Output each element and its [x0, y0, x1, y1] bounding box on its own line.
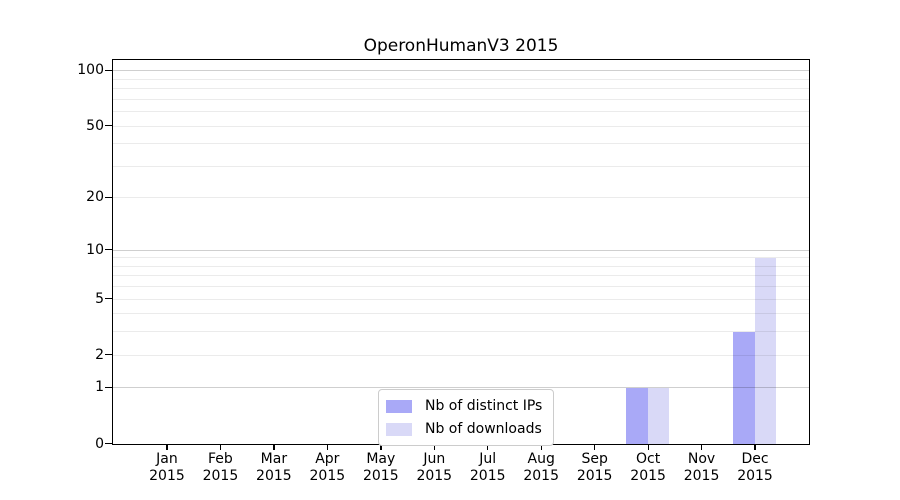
y-tick-10	[105, 248, 112, 251]
x-tick-label-aug: Aug 2015	[523, 451, 559, 484]
y-tick-label-100: 100	[77, 62, 104, 79]
x-tick-label-feb: Feb 2015	[202, 451, 239, 484]
x-tick-feb	[219, 444, 222, 450]
x-tick-jun	[433, 444, 435, 450]
plot-area: Nb of distinct IPs Nb of downloads	[112, 59, 810, 446]
gridline-minor	[113, 98, 809, 100]
y-tick-100	[105, 69, 112, 71]
x-tick-oct	[647, 444, 649, 450]
x-tick-label-apr: Apr 2015	[309, 451, 346, 484]
y-tick-label-1: 1	[95, 379, 104, 396]
gridline-minor	[113, 331, 809, 333]
bar-distinct-ips-oct	[625, 387, 648, 444]
gridline-minor	[113, 257, 809, 259]
legend: Nb of distinct IPs Nb of downloads	[378, 389, 555, 446]
y-tick-label-10: 10	[86, 241, 104, 258]
x-tick-apr	[326, 444, 329, 450]
y-tick-0	[105, 442, 112, 445]
x-tick-label-sep: Sep 2015	[576, 451, 613, 484]
x-tick-label-nov: Nov 2015	[683, 451, 720, 484]
y-tick-5	[105, 298, 112, 300]
gridline-minor	[113, 78, 809, 80]
y-tick-label-20: 20	[86, 189, 104, 206]
x-tick-label-dec: Dec 2015	[737, 451, 773, 484]
gridline-minor	[113, 354, 809, 356]
x-tick-jan	[166, 444, 168, 450]
gridline-minor	[113, 313, 809, 315]
gridline-major	[113, 70, 809, 72]
gridline-major	[113, 249, 809, 251]
legend-swatch-downloads	[386, 422, 412, 436]
gridlines-layer	[113, 60, 809, 444]
bar-downloads-oct	[647, 387, 670, 444]
y-tick-label-50: 50	[86, 117, 104, 134]
y-tick-2	[105, 354, 112, 356]
x-tick-jul	[487, 444, 489, 450]
bar-distinct-ips-dec	[732, 331, 755, 444]
x-tick-sep	[594, 444, 596, 450]
gridline-minor	[113, 111, 809, 113]
y-tick-20	[105, 196, 112, 198]
x-tick-dec	[754, 444, 756, 450]
y-tick-1	[105, 386, 112, 389]
gridline-minor	[113, 88, 809, 90]
gridline-minor	[113, 197, 809, 199]
x-tick-label-jul: Jul 2015	[469, 451, 506, 484]
x-tick-label-oct: Oct 2015	[630, 451, 666, 484]
y-tick-50	[105, 124, 112, 127]
gridline-major	[113, 387, 809, 389]
gridline-minor	[113, 298, 809, 300]
x-tick-label-jan: Jan 2015	[149, 451, 185, 484]
x-tick-label-may: May 2015	[362, 451, 399, 484]
chart-title: OperonHumanV3 2015	[363, 36, 559, 56]
gridline-minor	[113, 265, 809, 267]
x-tick-nov	[700, 444, 703, 450]
y-tick-label-2: 2	[95, 346, 104, 363]
x-tick-mar	[273, 444, 275, 450]
x-tick-label-jun: Jun 2015	[416, 451, 453, 484]
y-tick-label-5: 5	[95, 290, 104, 307]
y-tick-label-0: 0	[95, 435, 104, 452]
gridline-minor	[113, 125, 809, 127]
x-tick-may	[380, 444, 382, 450]
legend-item-distinct-ips: Nb of distinct IPs	[386, 397, 546, 415]
legend-item-downloads: Nb of downloads	[386, 420, 546, 438]
gridline-minor	[113, 275, 809, 277]
legend-label-distinct-ips: Nb of distinct IPs	[425, 398, 543, 414]
bars-layer	[113, 60, 809, 444]
legend-label-downloads: Nb of downloads	[425, 421, 542, 437]
gridline-minor	[113, 165, 809, 167]
legend-swatch-distinct-ips	[386, 399, 412, 413]
gridline-minor	[113, 143, 809, 145]
x-tick-label-mar: Mar 2015	[256, 451, 292, 484]
gridline-minor	[113, 286, 809, 288]
bar-downloads-dec	[754, 257, 777, 444]
x-tick-aug	[540, 444, 542, 450]
